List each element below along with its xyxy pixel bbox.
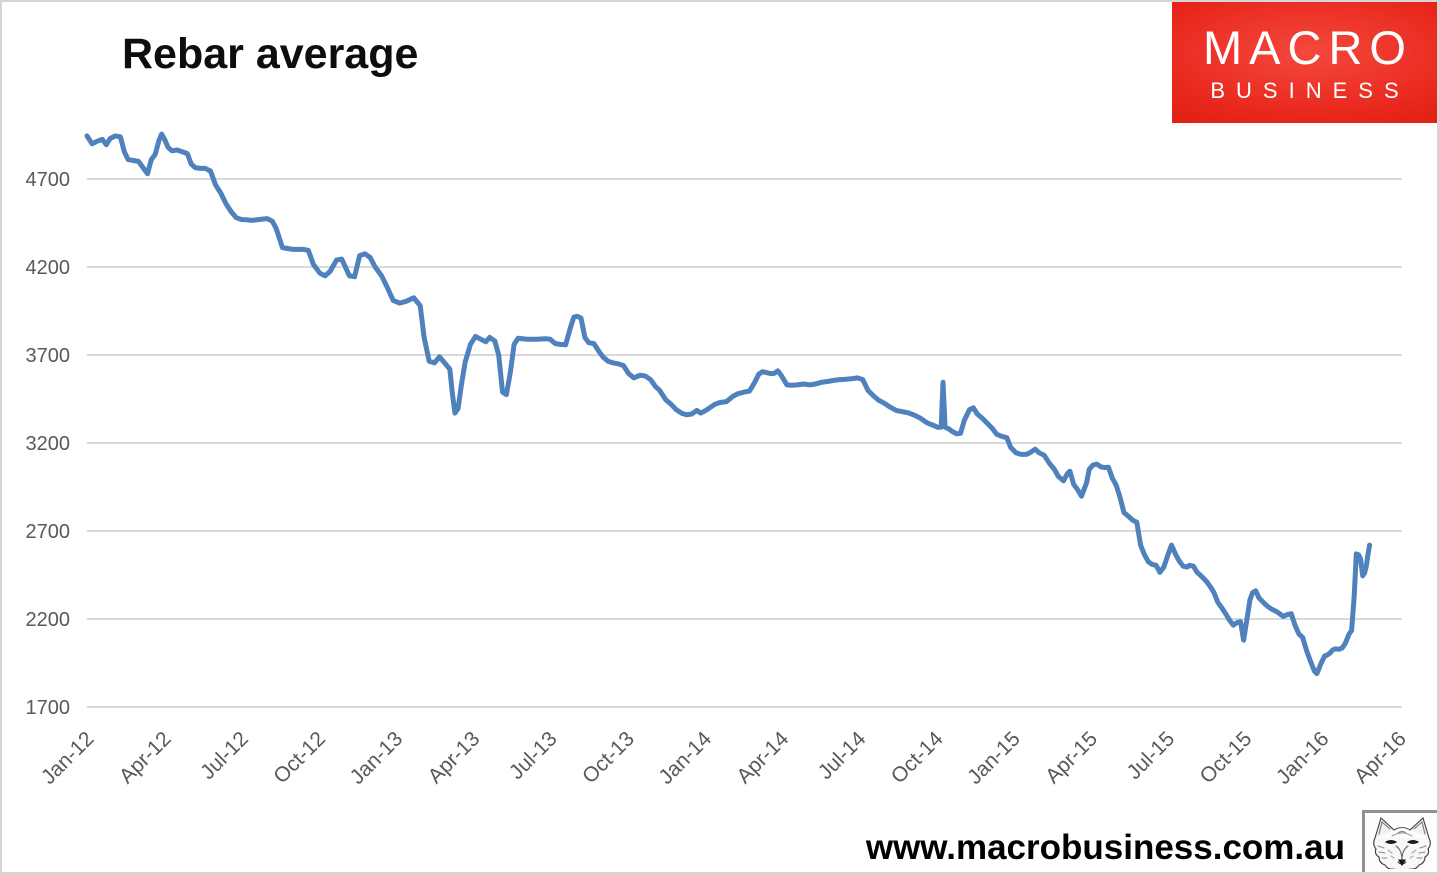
x-tick-label: Jan-14 (654, 727, 716, 789)
x-tick-label: Jul-14 (814, 727, 871, 784)
y-tick-label: 4700 (26, 169, 71, 191)
price-line (84, 131, 1373, 677)
x-tick-label: Apr-16 (1350, 727, 1411, 788)
x-tick-label: Jul-12 (196, 727, 253, 784)
x-tick-label: Jul-15 (1122, 727, 1179, 784)
x-tick-label: Jan-13 (346, 727, 408, 789)
x-tick-label: Jul-13 (505, 727, 562, 784)
y-tick-label: 2200 (26, 609, 71, 631)
y-tick-label: 3200 (26, 433, 71, 455)
logo-text-business: BUSINESS (1210, 77, 1410, 103)
page-title: Rebar average (122, 30, 419, 78)
x-tick-label: Apr-12 (115, 727, 176, 788)
website-url: www.macrobusiness.com.au (865, 828, 1345, 867)
x-tick-label: Apr-15 (1041, 727, 1102, 788)
x-tick-label: Jan-15 (963, 727, 1025, 789)
x-tick-label: Jan-12 (37, 727, 99, 789)
y-tick-label: 2700 (26, 521, 71, 543)
x-tick-label: Oct-14 (887, 727, 948, 788)
y-tick-label: 1700 (26, 697, 71, 719)
macrobusiness-logo: MACRO BUSINESS (1172, 2, 1437, 123)
x-tick-label: Apr-13 (424, 727, 485, 788)
x-tick-label: Oct-13 (578, 727, 639, 788)
x-tick-label: Apr-14 (732, 727, 793, 788)
fox-sketch-icon (1373, 816, 1431, 869)
x-tick-label: Oct-12 (269, 727, 330, 788)
logo-text-macro: MACRO (1203, 20, 1413, 74)
wolf-logo-box (1362, 810, 1437, 872)
x-tick-label: Oct-15 (1196, 727, 1257, 788)
y-tick-label: 4200 (26, 257, 71, 279)
x-tick-label: Jan-16 (1272, 727, 1334, 789)
y-tick-label: 3700 (26, 345, 71, 367)
